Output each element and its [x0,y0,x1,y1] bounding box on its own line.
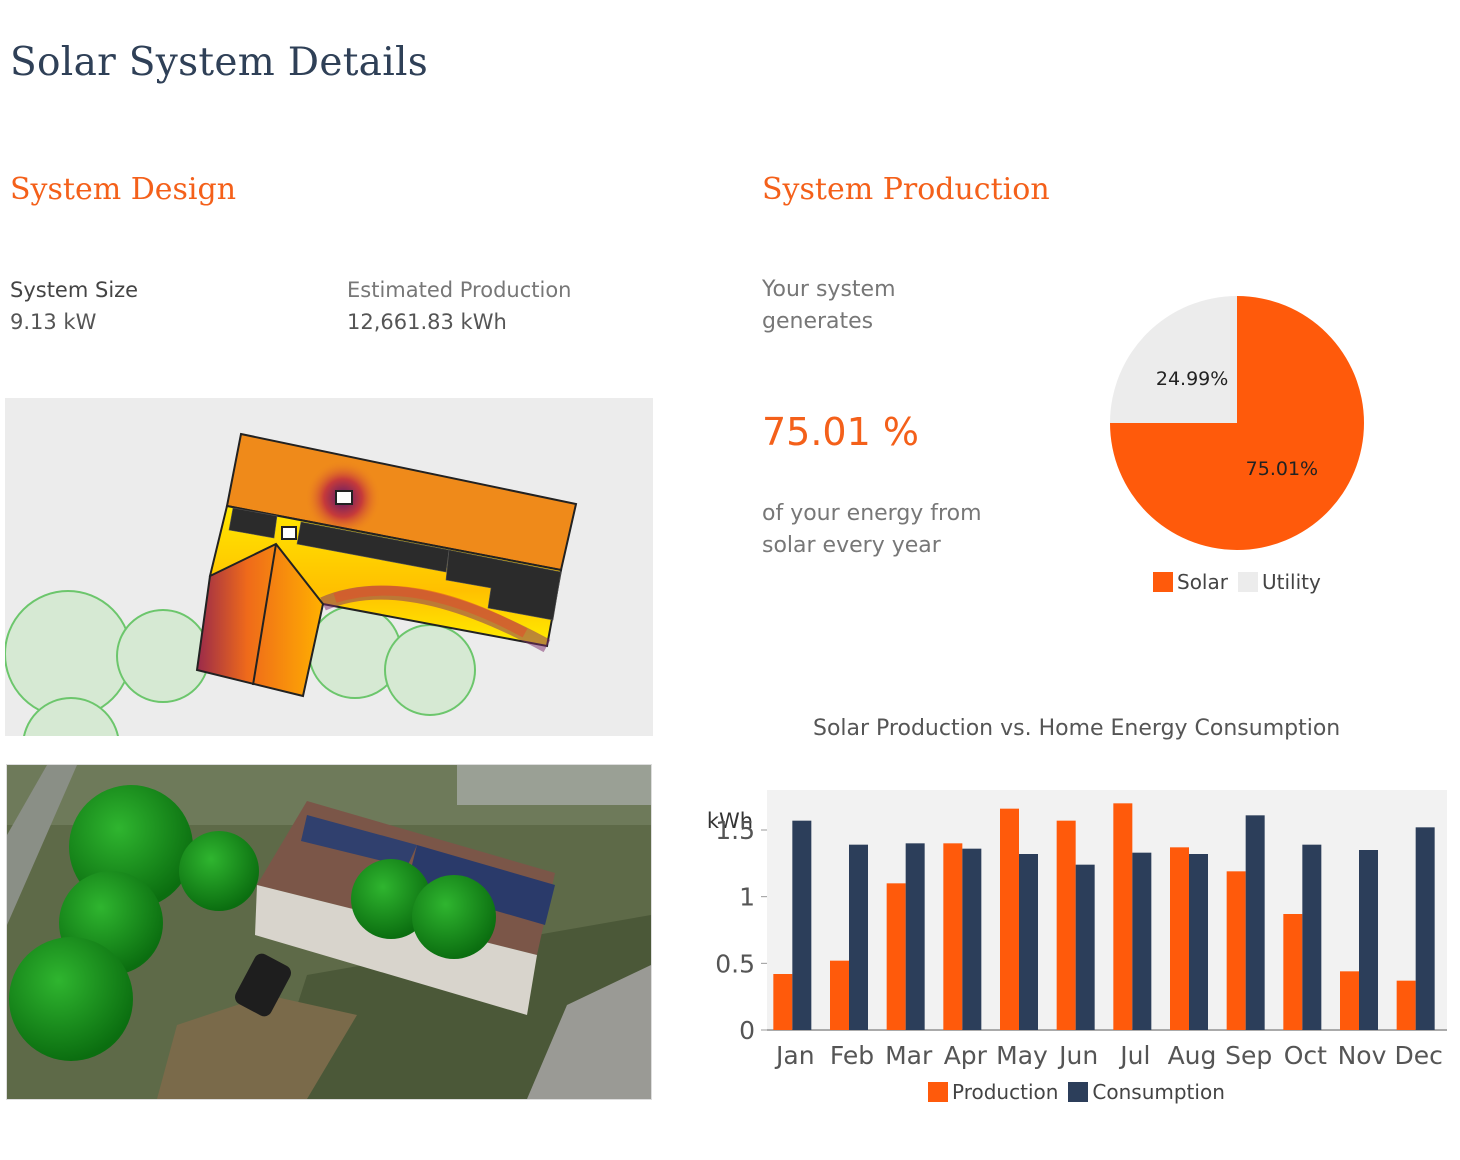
bar-production-nov [1340,971,1359,1030]
y-axis-label: kWh [707,809,753,833]
pie-legend: Solar Utility [1153,570,1321,594]
legend-swatch-solar [1153,572,1173,592]
x-tick-label: Feb [830,1041,874,1070]
x-tick-label: Jun [1057,1041,1098,1070]
x-tick-label: Mar [885,1041,933,1070]
energy-source-pie-chart: 75.01% 24.99% [1110,296,1364,550]
bar-chart-title: Solar Production vs. Home Energy Consump… [813,716,1341,741]
bar-production-feb [830,960,849,1030]
roof-design-map[interactable] [5,398,653,736]
x-tick-label: Apr [944,1041,988,1070]
bar-consumption-jun [1075,864,1095,1030]
bar-consumption-aug [1189,854,1208,1030]
legend-swatch-utility [1237,572,1258,592]
pie-slice-utility [1110,296,1237,423]
roof-irradiance-graphic [5,432,578,736]
production-intro: Your system generates [762,277,896,334]
x-tick-label: May [996,1041,1048,1070]
x-tick-label: Oct [1284,1041,1327,1070]
bar-production-mar [886,883,906,1030]
bar-consumption-sep [1245,815,1265,1030]
x-tick-label: Nov [1338,1041,1387,1070]
bar-consumption-apr [962,848,982,1030]
bar-consumption-jul [1132,852,1152,1030]
bar-production-oct [1283,914,1303,1030]
y-tick-label: 1.5 [715,816,755,845]
y-tick-label: 1 [739,883,755,912]
bar-production-jul [1113,803,1133,1030]
bar-legend: Production Consumption [928,1080,1225,1104]
x-tick-label: Aug [1168,1041,1217,1070]
x-tick-label: Jan [774,1041,815,1070]
x-tick-label: Jul [1118,1041,1150,1070]
x-tick-label: Sep [1225,1041,1272,1070]
legend-label-production: Production [952,1080,1059,1104]
y-tick-label: 0.5 [715,949,755,978]
pie-label-solar: 75.01% [1246,458,1318,480]
bar-production-apr [943,843,963,1030]
aerial-3d-view[interactable] [6,764,652,1100]
bar-consumption-dec [1415,827,1435,1030]
bar-consumption-mar [905,843,925,1030]
bar-consumption-jan [792,820,812,1030]
legend-swatch-production [928,1082,948,1102]
bar-production-aug [1170,847,1189,1030]
aerial-scene-graphic [7,765,651,1099]
production-consumption-bar-chart: kWh 0 0.5 1 1.5 Jan Feb Mar Apr May Jun Jul Aug Sep Oc… [707,790,1447,1070]
bar-consumption-feb [849,844,868,1030]
system-production-title: System Production [762,172,1050,207]
bar-consumption-may [1019,854,1038,1030]
legend-swatch-consumption [1068,1082,1089,1102]
y-tick-label: 0 [739,1016,755,1045]
bar-production-jun [1056,820,1076,1030]
legend-label-utility: Utility [1261,570,1321,594]
solar-percent-value: 75.01 % [762,410,919,454]
bar-consumption-nov [1359,850,1378,1030]
system-size-value: 9.13 kW [10,310,97,334]
production-outro: of your energy from solar every year [762,501,982,558]
legend-label-consumption: Consumption [1092,1080,1225,1104]
bar-production-sep [1226,871,1246,1030]
system-size-label: System Size [10,278,139,302]
estimated-production-value: 12,661.83 kWh [347,310,507,334]
system-design-title: System Design [10,172,237,207]
pie-label-utility: 24.99% [1156,368,1228,390]
bar-plot-area [767,790,1447,1030]
estimated-production-label: Estimated Production [347,278,572,302]
x-tick-label: Dec [1394,1041,1442,1070]
legend-label-solar: Solar [1177,570,1228,594]
page-title: Solar System Details [10,40,429,85]
bar-production-jan [773,974,793,1030]
bar-production-dec [1396,980,1416,1030]
bar-production-may [1000,808,1019,1030]
bar-consumption-oct [1302,844,1322,1030]
